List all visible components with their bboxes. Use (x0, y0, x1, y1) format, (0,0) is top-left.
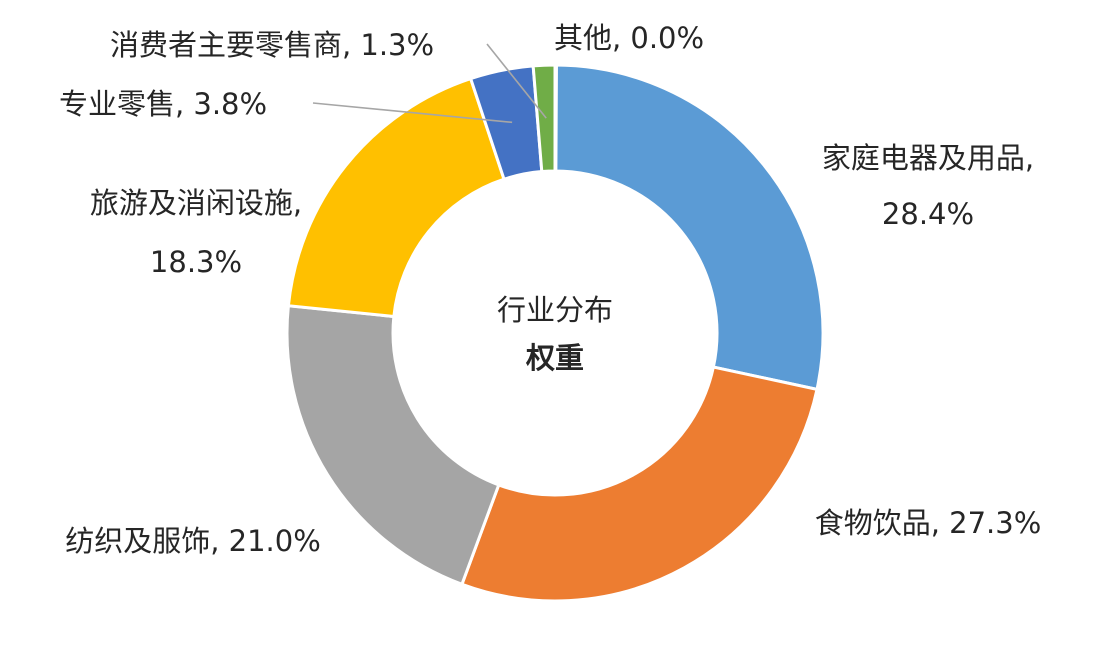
slice-3-category-label: 旅游及消闲设施, (90, 186, 302, 220)
slice-0 (553, 63, 825, 392)
slices-group (285, 63, 825, 603)
slice-4-label: 专业零售, 3.8% (59, 87, 267, 121)
slice-1 (460, 365, 819, 603)
slice-3-value-label: 18.3% (150, 245, 242, 279)
slice-5-label: 消费者主要零售商, 1.3% (110, 28, 434, 62)
slice-2-label: 纺织及服饰, 21.0% (65, 524, 321, 558)
slice-3 (286, 76, 506, 319)
center-label-line1: 行业分布 (497, 293, 613, 327)
slice-4-leader-line (312, 102, 513, 124)
slice-6-label: 其他, 0.0% (554, 21, 704, 55)
labels-group: 家庭电器及用品, 28.4% 食物饮品, 27.3% 纺织及服饰, 21.0% 旅游及消… (59, 21, 1041, 558)
leader-lines-group (312, 43, 547, 124)
slice-0-value-label: 28.4% (882, 197, 974, 231)
slice-0-category-label: 家庭电器及用品, (822, 141, 1034, 175)
slice-1-label: 食物饮品, 27.3% (815, 506, 1042, 540)
center-label-line2: 权重 (525, 341, 584, 375)
slice-2 (285, 304, 501, 587)
slice-6 (553, 63, 558, 173)
slice-5-leader-line (486, 43, 547, 119)
